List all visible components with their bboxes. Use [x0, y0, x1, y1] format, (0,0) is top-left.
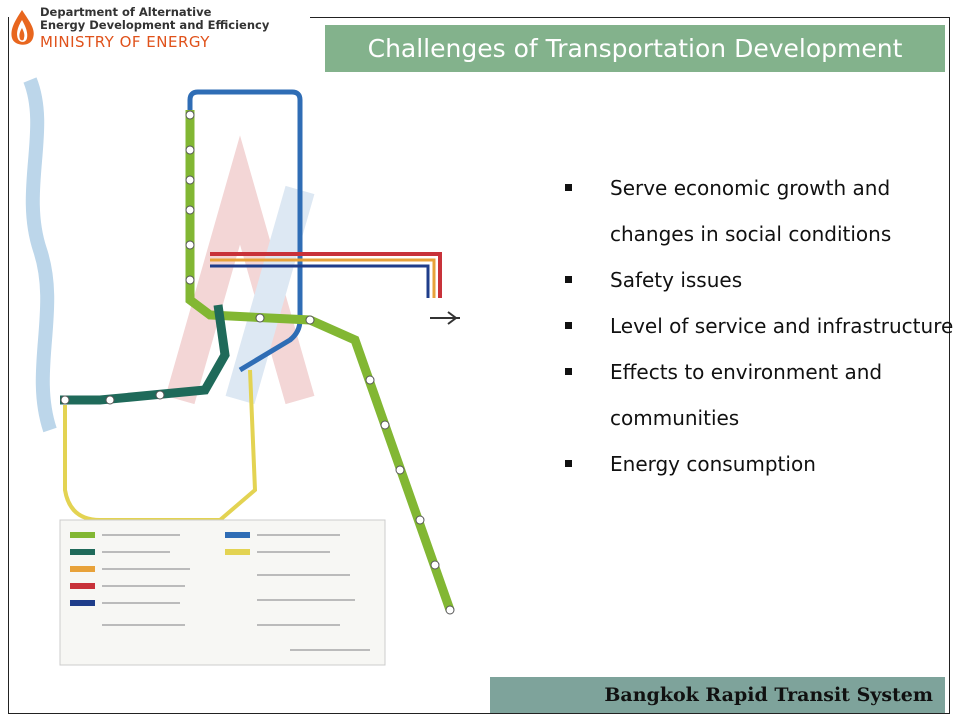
bullet-line: Serve economic growth and: [610, 176, 891, 200]
department-name: Department of Alternative Energy Develop…: [40, 6, 269, 32]
bullet-line: Energy consumption: [610, 452, 816, 476]
slide-frame: [8, 17, 950, 714]
bullet-line: Level of service and infrastructure: [610, 314, 954, 338]
bullet: Energy consumption: [560, 441, 953, 487]
bullet: Level of service and infrastructure: [560, 303, 953, 349]
bullet: Safety issues: [560, 257, 953, 303]
top-rule: [310, 17, 950, 18]
bullet-list: Serve economic growth and changes in soci…: [560, 165, 953, 487]
bullet-line: Effects to environment and: [610, 360, 883, 384]
bullet-line: changes in social conditions: [610, 222, 892, 246]
bullet-line: Safety issues: [610, 268, 743, 292]
department-line: Energy Development and Efficiency: [40, 18, 270, 32]
slide-title: Challenges of Transportation Development: [325, 25, 945, 72]
bullet-line: communities: [610, 406, 740, 430]
logo-flame: [11, 10, 34, 45]
ministry-name: MINISTRY OF ENERGY: [40, 33, 210, 51]
footer-caption: Bangkok Rapid Transit System: [490, 677, 945, 713]
bullet: Serve economic growth and changes in soci…: [560, 165, 953, 257]
transit-map: [23, 77, 460, 666]
bullet: Effects to environment and communities: [560, 349, 953, 441]
department-line: Department of Alternative: [40, 5, 212, 19]
